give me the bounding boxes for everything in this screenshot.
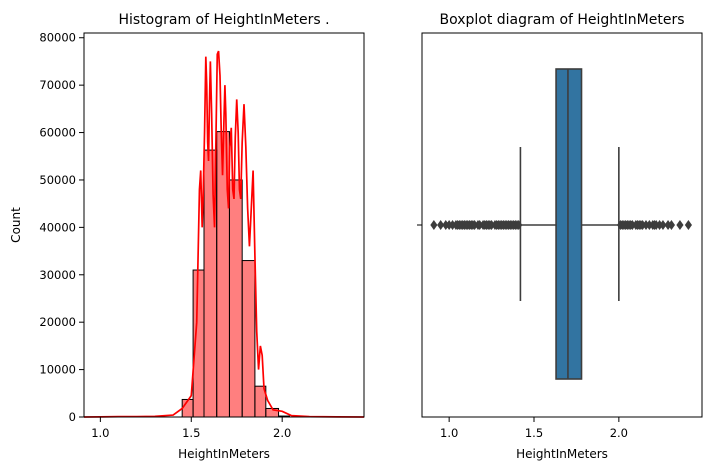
- boxplot-x-tick-label: 1.0: [440, 426, 458, 440]
- boxplot: [430, 68, 692, 380]
- histogram-x-tick-label: 1.0: [91, 426, 109, 440]
- histogram-y-tick-label: 70000: [39, 78, 76, 92]
- boxplot-title: Boxplot diagram of HeightInMeters: [439, 12, 684, 28]
- boxplot-panel: Boxplot diagram of HeightInMeters 1.0 1.5…: [417, 12, 703, 461]
- histogram-y-tick-label: 20000: [39, 315, 76, 329]
- histogram-y-axis-label: Count: [9, 207, 23, 243]
- boxplot-x-ticks: 1.0 1.5 2.0: [440, 417, 628, 440]
- histogram-x-tick-label: 1.5: [182, 426, 200, 440]
- histogram-x-axis-label: HeightInMeters: [178, 447, 270, 461]
- outlier-point: [659, 219, 667, 231]
- histogram-bars: [181, 131, 290, 418]
- boxplot-x-tick-label: 2.0: [610, 426, 628, 440]
- outlier-point: [684, 219, 692, 231]
- histogram-y-tick-label: 30000: [39, 268, 76, 282]
- histogram-y-tick-label: 60000: [39, 126, 76, 140]
- iqr-box: [555, 68, 583, 380]
- histogram-title: Histogram of HeightInMeters .: [118, 12, 329, 28]
- outlier-point: [430, 219, 438, 231]
- histogram-y-tick-label: 40000: [39, 220, 76, 234]
- histogram-x-ticks: 1.0 1.5 2.0: [91, 417, 291, 440]
- outlier-point: [676, 219, 684, 231]
- histogram-axes-frame: [83, 32, 365, 418]
- outlier-point: [437, 219, 445, 231]
- histogram-x-tick-label: 2.0: [273, 426, 291, 440]
- outlier-point: [667, 219, 676, 231]
- boxplot-x-axis-label: HeightInMeters: [516, 447, 608, 461]
- histogram-y-tick-label: 10000: [39, 363, 76, 377]
- histogram-bar-5: [241, 260, 256, 418]
- histogram-y-tick-label: 0: [69, 410, 76, 424]
- kde-line: [83, 50, 365, 418]
- outlier-point: [515, 219, 523, 231]
- histogram-y-ticks: 0 10000 20000 30000 40000 50000 60000 70000 8000…: [39, 31, 84, 424]
- histogram-y-tick-label: 80000: [39, 31, 76, 45]
- histogram-bar-4: [228, 179, 243, 418]
- histogram-y-tick-label: 50000: [39, 173, 76, 187]
- boxplot-x-tick-label: 1.5: [525, 426, 543, 440]
- histogram-panel: Histogram of HeightInMeters . 1.0 1.5 2.0 …: [9, 12, 365, 461]
